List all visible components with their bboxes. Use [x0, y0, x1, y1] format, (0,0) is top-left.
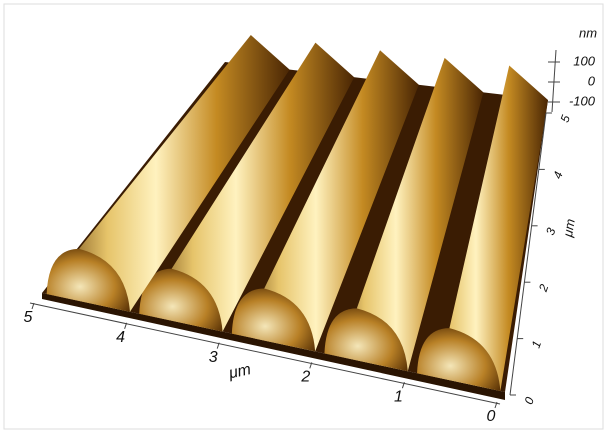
ridge-cap: [46, 248, 130, 312]
base-slab: [42, 293, 505, 400]
x-tick: [216, 342, 220, 349]
x-axis-label: μm: [226, 361, 252, 382]
x-axis-line: [29, 302, 501, 405]
y-tick-label: 4: [550, 169, 566, 180]
x-tick: [31, 302, 35, 310]
z-axis-label: nm: [579, 25, 597, 40]
x-tick-label: 0: [487, 408, 496, 425]
ridge-cap: [231, 288, 316, 352]
surface: [42, 35, 548, 400]
z-tick-label: -100: [569, 93, 596, 108]
y-tick-label: 3: [543, 226, 559, 237]
y-tick-label: 5: [558, 113, 574, 124]
ridge: [324, 57, 484, 372]
x-tick-label: 1: [394, 388, 403, 405]
ridge: [46, 35, 290, 312]
ridge: [139, 42, 355, 332]
x-tick-label: 4: [116, 329, 125, 346]
z-tick-label: 100: [573, 53, 595, 68]
ridge-cap: [324, 308, 408, 372]
x-tick: [309, 362, 313, 369]
y-axis-label: μm: [560, 218, 578, 239]
ridge-cap: [417, 328, 501, 392]
x-tick: [401, 382, 405, 389]
x-tick: [124, 322, 128, 329]
x-tick-label: 5: [24, 309, 33, 326]
x-tick: [494, 401, 498, 409]
ridge: [417, 65, 548, 392]
z-tick-label: 0: [588, 73, 596, 88]
y-tick-label: 0: [522, 395, 538, 406]
ridge-cap: [139, 268, 223, 332]
y-axis-line: [509, 112, 547, 396]
x-tick-label: 3: [209, 349, 218, 366]
y-tick-label: 1: [529, 339, 544, 350]
ridge: [231, 50, 419, 352]
x-tick-label: 2: [300, 369, 310, 386]
